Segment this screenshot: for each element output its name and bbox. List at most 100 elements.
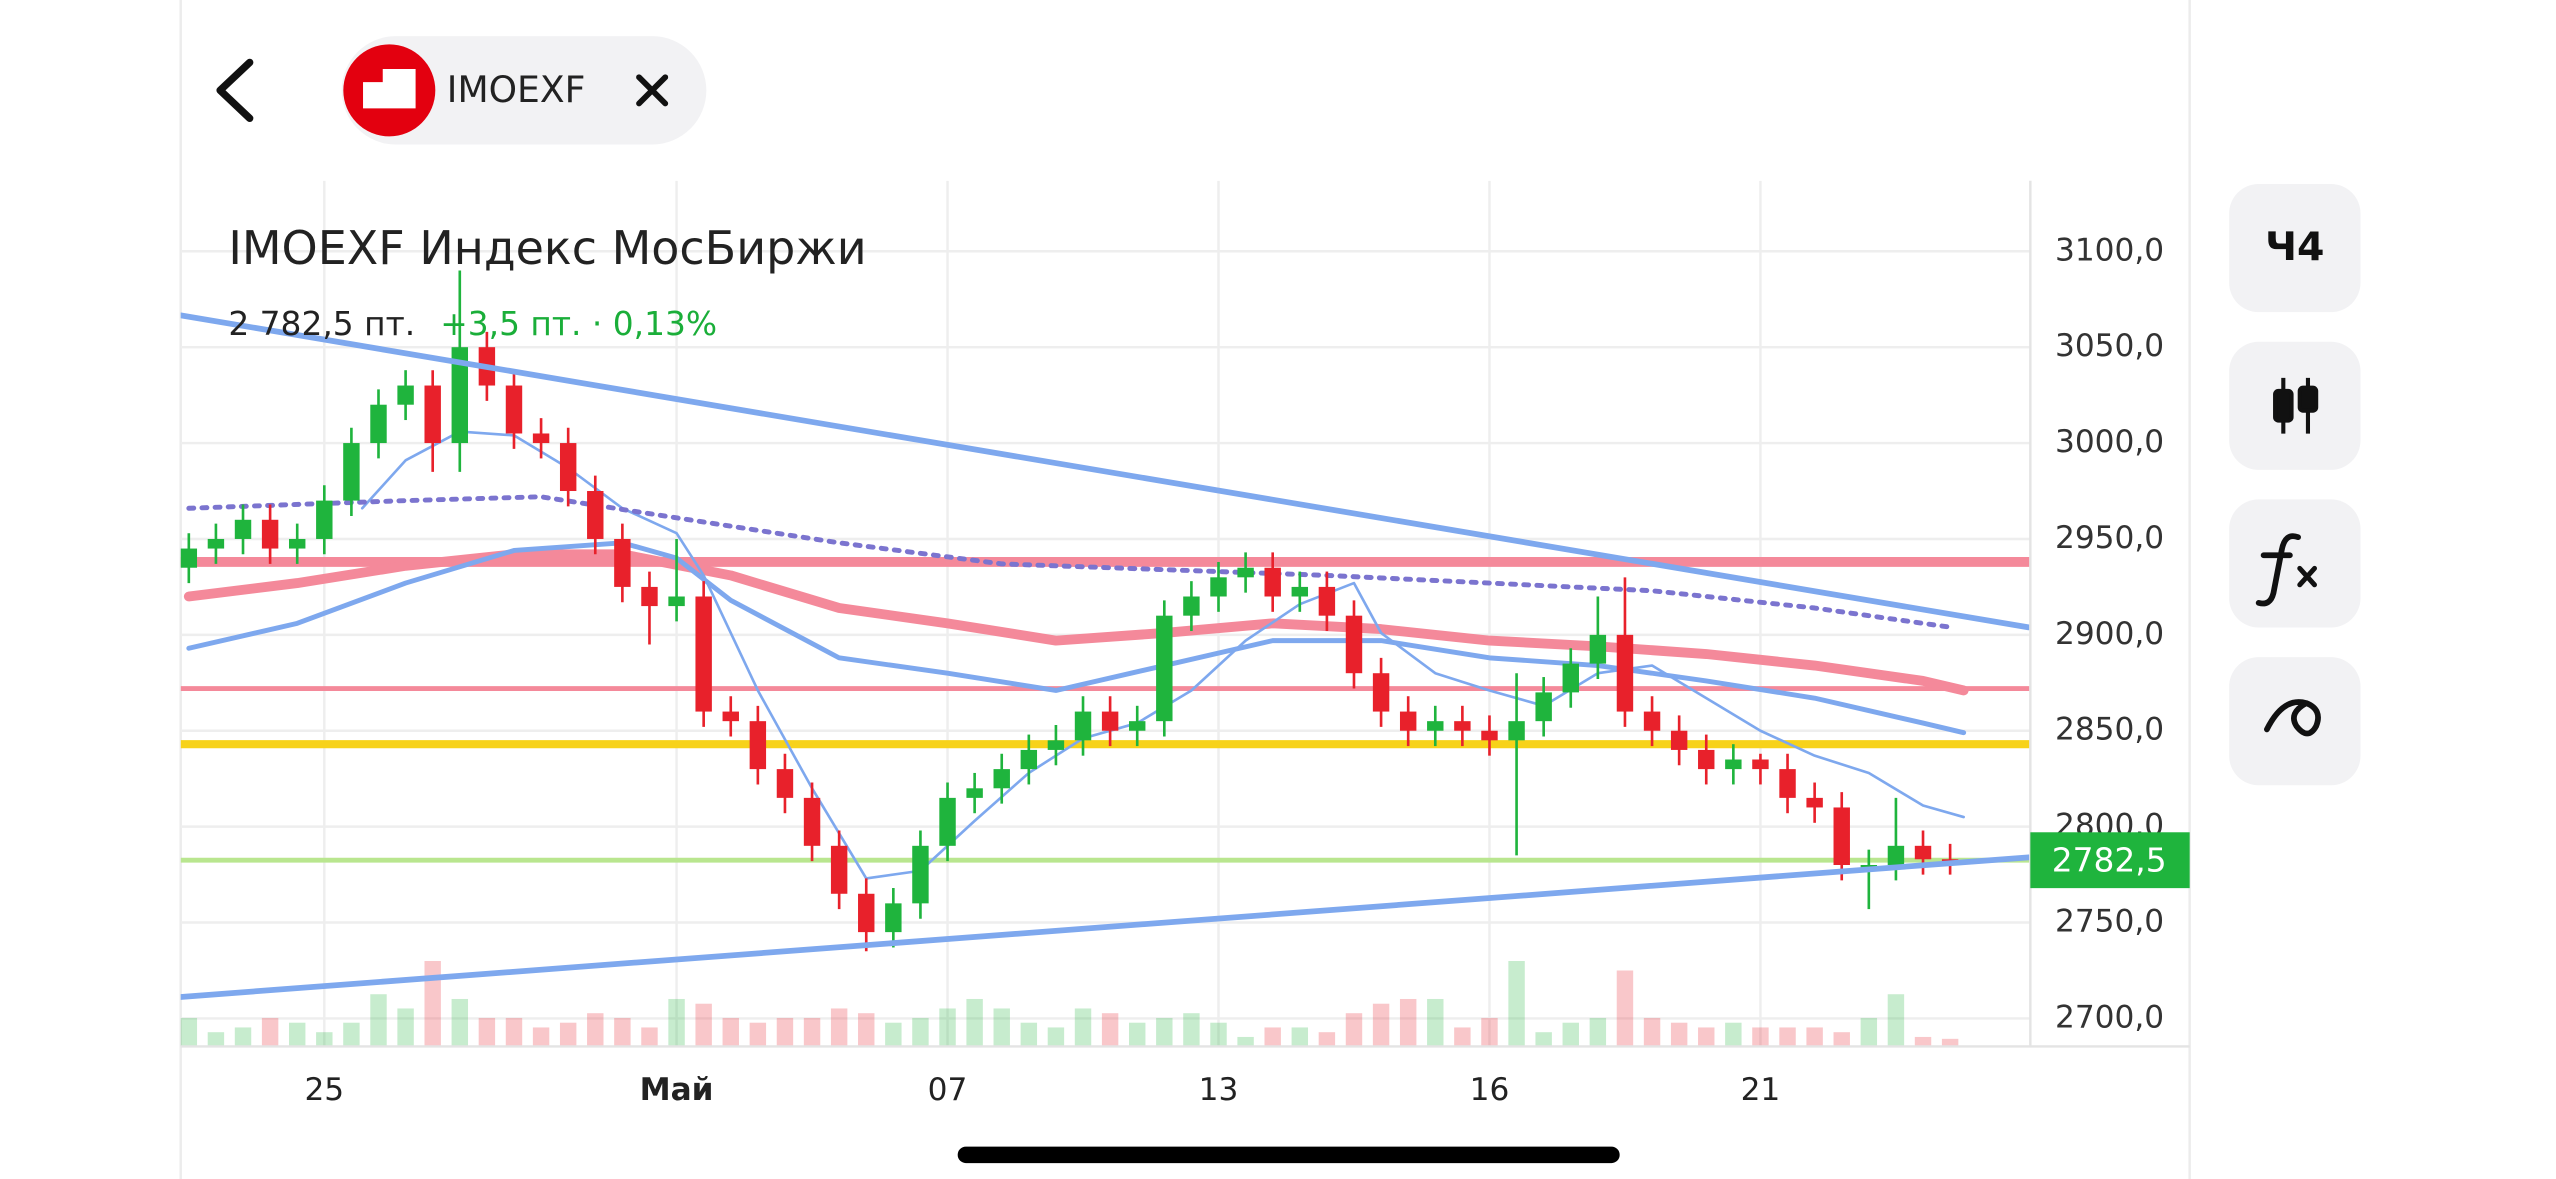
candle-body — [803, 797, 821, 846]
fx-icon — [2255, 533, 2301, 607]
candle-body — [1779, 769, 1796, 798]
volume-bar — [288, 1022, 306, 1047]
candle-body — [1183, 596, 1200, 616]
interval-button[interactable] — [2229, 183, 2361, 313]
price-marker-label: 2782,5 — [2052, 841, 2167, 879]
volume-bar — [1670, 1022, 1688, 1047]
volume-bar — [1562, 1022, 1579, 1047]
candle-body — [1237, 567, 1254, 578]
candle-body — [1101, 711, 1119, 731]
candle-body — [532, 433, 550, 444]
x-tick-label: 13 — [1199, 1072, 1239, 1108]
candle-body — [1508, 721, 1525, 741]
indicators-button[interactable] — [2229, 499, 2361, 628]
volume-bar — [1345, 1013, 1363, 1047]
chart-title: IMOEXF Индекс МосБиржи — [228, 221, 866, 275]
candle-body — [587, 491, 604, 539]
instrument-chip[interactable]: IMOEXF — [341, 36, 707, 145]
volume-bar — [1914, 1036, 1932, 1047]
candle-body — [1806, 797, 1823, 808]
x-tick-label: 21 — [1741, 1072, 1781, 1108]
volume-bar — [858, 1013, 875, 1047]
candle-body — [993, 769, 1010, 789]
y-tick-label: 2950,0 — [2055, 520, 2164, 556]
candle-body — [1454, 721, 1471, 731]
candle-body — [614, 538, 631, 587]
volume-bar — [885, 1022, 902, 1047]
y-tick-label: 2700,0 — [2055, 999, 2164, 1035]
volume-bar — [451, 998, 469, 1047]
back-button[interactable] — [216, 58, 254, 122]
candle-body — [1616, 634, 1634, 712]
candle-body — [1318, 586, 1336, 616]
candle-body — [180, 548, 198, 568]
candle-icon — [2273, 377, 2319, 434]
volume-bar — [1535, 1032, 1552, 1047]
volume-bar — [1806, 1027, 1823, 1047]
volume-bar — [1860, 1017, 1878, 1047]
volume-bar — [1047, 1027, 1065, 1047]
volume-bar — [830, 1008, 848, 1047]
drawing-icon — [2264, 699, 2321, 737]
volume-bar — [343, 1022, 360, 1047]
x-tick-label: 16 — [1470, 1072, 1510, 1108]
candle-body — [1643, 711, 1661, 731]
volume-bar — [749, 1022, 767, 1047]
candle-body — [912, 845, 929, 904]
chip-close[interactable] — [636, 74, 669, 107]
candle-body — [1129, 721, 1146, 731]
volume-bar — [1291, 1027, 1309, 1047]
volume-bar — [1508, 961, 1525, 1047]
candle-body — [858, 893, 875, 933]
volume-bar — [1156, 1017, 1173, 1047]
volume-bar — [316, 1032, 333, 1047]
volume-bar — [505, 1017, 523, 1047]
volume-bar — [1941, 1038, 1959, 1047]
volume-bar — [614, 1017, 631, 1047]
chart-type-button[interactable] — [2229, 341, 2361, 470]
volume-bar — [587, 1013, 604, 1047]
volume-bar — [1589, 1017, 1607, 1047]
volume-bar — [1399, 998, 1417, 1047]
candle-body — [505, 385, 523, 434]
change-text: +3,5 пт. · 0,13% — [440, 305, 717, 343]
price-marker — [2030, 832, 2190, 889]
plot-area — [180, 180, 2031, 1047]
chip-label: IMOEXF — [447, 68, 586, 111]
candle-body — [1020, 749, 1038, 770]
volume-bar — [478, 1017, 496, 1047]
volume-bar — [939, 1008, 956, 1047]
volume-bar — [641, 1027, 658, 1047]
volume-bar — [1237, 1036, 1254, 1047]
x-tick-label: 07 — [928, 1072, 968, 1108]
candle-body — [1887, 845, 1905, 865]
volume-bar — [1725, 1022, 1742, 1047]
candle-body — [641, 586, 658, 607]
volume-bar — [1427, 998, 1444, 1047]
candle-body — [1481, 730, 1498, 741]
volume-bar — [1481, 1017, 1498, 1047]
candle-body — [1074, 711, 1092, 741]
candle-body — [1264, 567, 1281, 597]
volume-bar — [1454, 1027, 1471, 1047]
candle-body — [1752, 759, 1769, 770]
candle-body — [343, 443, 360, 501]
candle-body — [668, 596, 685, 607]
candle-body — [1670, 730, 1688, 750]
candle-body — [370, 404, 387, 444]
volume-bar — [912, 1017, 929, 1047]
price-text: 2 782,5 пт. — [228, 305, 415, 343]
volume-bar — [803, 1017, 821, 1047]
volume-bar — [180, 1017, 198, 1047]
indicator-line — [183, 549, 1969, 696]
volume-bar — [1020, 1022, 1038, 1047]
candle-body — [830, 845, 848, 894]
volume-bar — [1372, 1003, 1390, 1047]
volume-bar — [993, 1008, 1010, 1047]
volume-bar — [722, 1017, 739, 1047]
volume-bar — [207, 1032, 225, 1047]
volume-bar — [370, 994, 387, 1047]
candle-body — [288, 538, 306, 549]
candle-body — [261, 519, 279, 549]
volume-bar — [1833, 1032, 1850, 1047]
